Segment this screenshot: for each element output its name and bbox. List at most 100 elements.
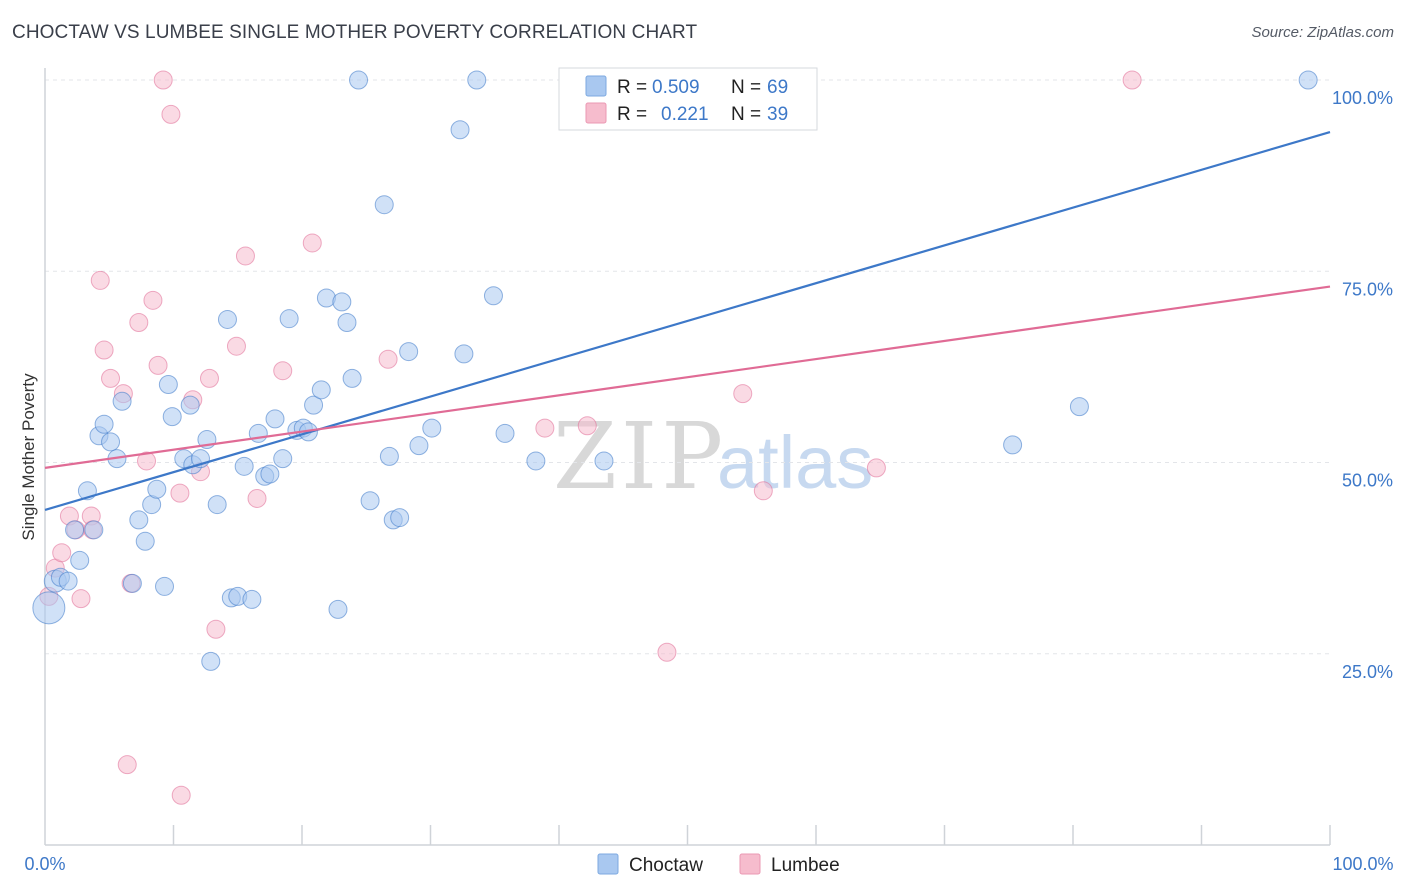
lumbee-point-31 bbox=[378, 349, 398, 369]
choctaw-point-49 bbox=[349, 70, 369, 90]
choctaw-point-54 bbox=[390, 508, 410, 528]
choctaw-point-5 bbox=[70, 550, 90, 570]
choctaw-point-15 bbox=[135, 531, 155, 551]
choctaw-point-9 bbox=[94, 414, 114, 434]
lumbee-point-37 bbox=[866, 458, 886, 478]
choctaw-point-7 bbox=[84, 520, 104, 540]
legend-n-value-lumbee: 39 bbox=[767, 104, 788, 125]
choctaw-points bbox=[32, 70, 1318, 671]
choctaw-point-68 bbox=[1298, 70, 1318, 90]
choctaw-point-26 bbox=[201, 651, 221, 671]
choctaw-point-58 bbox=[450, 120, 470, 140]
lumbee-point-19 bbox=[161, 104, 181, 124]
lumbee-point-21 bbox=[171, 785, 191, 805]
lumbee-point-16 bbox=[143, 290, 163, 310]
choctaw-point-37 bbox=[273, 449, 293, 469]
choctaw-point-63 bbox=[526, 451, 546, 471]
choctaw-point-32 bbox=[242, 589, 262, 609]
lumbee-point-10 bbox=[101, 368, 121, 388]
choctaw-point-51 bbox=[374, 195, 394, 215]
lumbee-point-30 bbox=[302, 233, 322, 253]
choctaw-point-47 bbox=[337, 313, 357, 333]
x-ticks bbox=[172, 825, 1331, 845]
choctaw-point-59 bbox=[454, 344, 474, 364]
choctaw-point-50 bbox=[360, 491, 380, 511]
lumbee-point-2 bbox=[52, 543, 72, 563]
lumbee-point-29 bbox=[273, 361, 293, 381]
choctaw-point-57 bbox=[422, 418, 442, 438]
choctaw-point-31 bbox=[234, 456, 254, 476]
x-tick-label-min: 0.0% bbox=[24, 854, 65, 874]
lumbee-point-5 bbox=[71, 589, 91, 609]
choctaw-point-55 bbox=[399, 342, 419, 362]
source-label: Source: ZipAtlas.com bbox=[1251, 24, 1394, 41]
bottom-legend-label-choctaw: Choctaw bbox=[629, 855, 703, 876]
y-tick-labels: 25.0% 50.0% 75.0% 100.0% bbox=[1332, 88, 1393, 682]
legend-n-label-lumbee: N = bbox=[731, 104, 761, 125]
lumbee-point-15 bbox=[137, 451, 157, 471]
choctaw-point-38 bbox=[279, 309, 299, 329]
choctaw-point-43 bbox=[311, 380, 331, 400]
legend-swatch-choctaw bbox=[585, 75, 607, 97]
choctaw-point-42 bbox=[304, 395, 324, 415]
y-tick-label-100: 100.0% bbox=[1332, 88, 1393, 108]
choctaw-point-45 bbox=[328, 599, 348, 619]
legend-r-value-lumbee: 0.221 bbox=[661, 104, 709, 125]
choctaw-point-3 bbox=[58, 571, 78, 591]
legend-n-label-choctaw: N = bbox=[731, 77, 761, 98]
legend-r-label-choctaw: R = bbox=[617, 77, 647, 98]
bottom-legend-label-lumbee: Lumbee bbox=[771, 855, 840, 876]
lumbee-point-36 bbox=[753, 481, 773, 501]
trend-lines bbox=[44, 130, 1331, 511]
y-tick-label-25: 25.0% bbox=[1342, 662, 1393, 682]
lumbee-point-34 bbox=[657, 642, 677, 662]
choctaw-point-35 bbox=[260, 464, 280, 484]
y-tick-label-50: 50.0% bbox=[1342, 471, 1393, 491]
choctaw-point-14 bbox=[129, 510, 149, 530]
chart-title: CHOCTAW VS LUMBEE SINGLE MOTHER POVERTY … bbox=[12, 22, 698, 43]
choctaw-point-10 bbox=[101, 432, 121, 452]
lumbee-point-26 bbox=[226, 336, 246, 356]
choctaw-point-56 bbox=[409, 436, 429, 456]
bottom-legend-swatch-choctaw bbox=[597, 853, 619, 875]
watermark-atlas: atlas bbox=[717, 421, 873, 504]
legend-swatch-lumbee bbox=[585, 102, 607, 124]
choctaw-point-0 bbox=[32, 591, 66, 625]
choctaw-point-46 bbox=[332, 292, 352, 312]
lumbee-point-33 bbox=[577, 416, 597, 436]
lumbee-point-18 bbox=[153, 70, 173, 90]
choctaw-point-60 bbox=[467, 70, 487, 90]
legend-r-label-lumbee: R = bbox=[617, 104, 647, 125]
choctaw-point-19 bbox=[158, 374, 178, 394]
choctaw-point-62 bbox=[495, 423, 515, 443]
lumbee-point-25 bbox=[206, 619, 226, 639]
y-tick-label-75: 75.0% bbox=[1342, 279, 1393, 299]
choctaw-point-20 bbox=[162, 407, 182, 427]
choctaw-point-27 bbox=[207, 495, 227, 515]
choctaw-point-52 bbox=[379, 446, 399, 466]
choctaw-point-13 bbox=[122, 573, 142, 593]
choctaw-point-28 bbox=[217, 309, 237, 329]
lumbee-point-20 bbox=[170, 483, 190, 503]
choctaw-point-64 bbox=[594, 451, 614, 471]
lumbee-point-32 bbox=[535, 418, 555, 438]
x-tick-label-max: 100.0% bbox=[1332, 854, 1393, 874]
lumbee-point-14 bbox=[129, 313, 149, 333]
choctaw-trend-line bbox=[44, 130, 1331, 511]
choctaw-point-61 bbox=[483, 286, 503, 306]
gridlines bbox=[45, 79, 1330, 655]
lumbee-point-24 bbox=[199, 368, 219, 388]
lumbee-point-28 bbox=[247, 488, 267, 508]
choctaw-point-48 bbox=[342, 368, 362, 388]
lumbee-point-35 bbox=[733, 384, 753, 404]
y-axis-title: Single Mother Poverty bbox=[19, 373, 38, 541]
choctaw-point-66 bbox=[1003, 435, 1023, 455]
lumbee-point-17 bbox=[148, 355, 168, 375]
lumbee-point-27 bbox=[235, 246, 255, 266]
lumbee-trend-line bbox=[44, 285, 1331, 469]
choctaw-point-4 bbox=[65, 520, 85, 540]
lumbee-point-9 bbox=[94, 340, 114, 360]
choctaw-point-36 bbox=[265, 409, 285, 429]
choctaw-point-18 bbox=[155, 576, 175, 596]
choctaw-point-12 bbox=[112, 391, 132, 411]
